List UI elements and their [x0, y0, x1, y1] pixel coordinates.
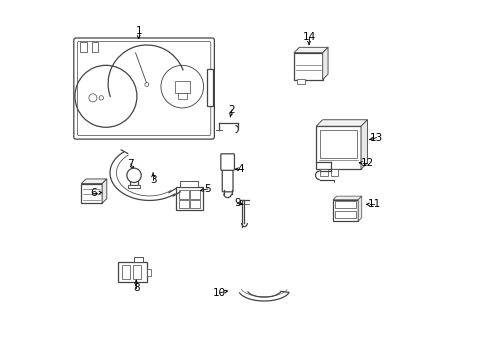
- Bar: [316, 126, 360, 169]
- Text: 6: 6: [90, 188, 96, 198]
- Text: 1: 1: [135, 26, 142, 36]
- Bar: [118, 262, 147, 282]
- Bar: [330, 168, 338, 176]
- Text: 9: 9: [234, 198, 240, 208]
- Text: 14: 14: [302, 32, 315, 41]
- Text: 5: 5: [204, 184, 211, 194]
- Circle shape: [99, 96, 103, 100]
- Bar: [130, 176, 137, 185]
- Polygon shape: [360, 120, 367, 169]
- Text: 8: 8: [133, 283, 139, 293]
- Bar: [296, 79, 305, 84]
- Polygon shape: [239, 291, 288, 301]
- Bar: [176, 187, 203, 211]
- Bar: [179, 190, 188, 199]
- Bar: [180, 181, 198, 187]
- Text: 12: 12: [360, 158, 373, 168]
- Polygon shape: [357, 196, 361, 221]
- Bar: [147, 269, 150, 276]
- Bar: [174, 81, 189, 93]
- Bar: [319, 130, 357, 158]
- Polygon shape: [293, 47, 327, 53]
- Bar: [128, 185, 140, 188]
- Text: 2: 2: [228, 105, 235, 115]
- Text: 3: 3: [149, 175, 156, 185]
- Bar: [92, 42, 98, 52]
- Circle shape: [144, 82, 148, 86]
- Bar: [332, 200, 357, 221]
- Bar: [81, 184, 102, 203]
- FancyBboxPatch shape: [221, 154, 234, 170]
- Polygon shape: [81, 179, 106, 184]
- Bar: [335, 211, 355, 219]
- Bar: [319, 168, 327, 176]
- FancyBboxPatch shape: [222, 157, 233, 192]
- Bar: [134, 257, 142, 262]
- Polygon shape: [102, 179, 106, 203]
- Bar: [190, 200, 200, 208]
- Bar: [122, 265, 129, 279]
- Text: 7: 7: [127, 159, 134, 169]
- Text: 4: 4: [237, 164, 244, 174]
- Polygon shape: [316, 120, 367, 126]
- FancyBboxPatch shape: [77, 41, 210, 135]
- Bar: [179, 200, 188, 208]
- Bar: [293, 53, 322, 80]
- Bar: [178, 94, 186, 99]
- Polygon shape: [322, 47, 327, 80]
- Text: 11: 11: [367, 199, 380, 210]
- Bar: [80, 42, 87, 52]
- Bar: [190, 190, 200, 199]
- Bar: [132, 265, 140, 279]
- Circle shape: [126, 168, 141, 183]
- Polygon shape: [332, 196, 361, 200]
- Text: 13: 13: [369, 133, 382, 143]
- Bar: [207, 69, 212, 106]
- FancyBboxPatch shape: [74, 38, 214, 139]
- Text: 10: 10: [212, 288, 225, 298]
- Bar: [335, 201, 355, 208]
- Circle shape: [89, 94, 97, 102]
